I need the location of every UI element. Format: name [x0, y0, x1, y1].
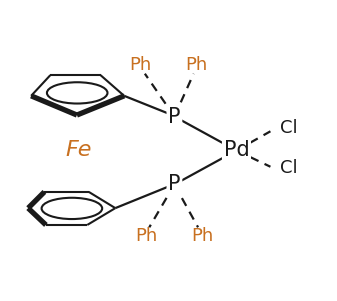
Text: Fe: Fe	[65, 141, 92, 160]
Text: P: P	[168, 107, 181, 126]
Text: Cl: Cl	[280, 119, 298, 137]
Text: Pd: Pd	[223, 141, 249, 160]
Text: Cl: Cl	[280, 159, 298, 177]
Text: Ph: Ph	[191, 227, 214, 245]
Text: Ph: Ph	[129, 56, 152, 74]
Text: Ph: Ph	[185, 56, 208, 74]
Text: Ph: Ph	[135, 227, 157, 245]
Text: P: P	[168, 175, 181, 194]
